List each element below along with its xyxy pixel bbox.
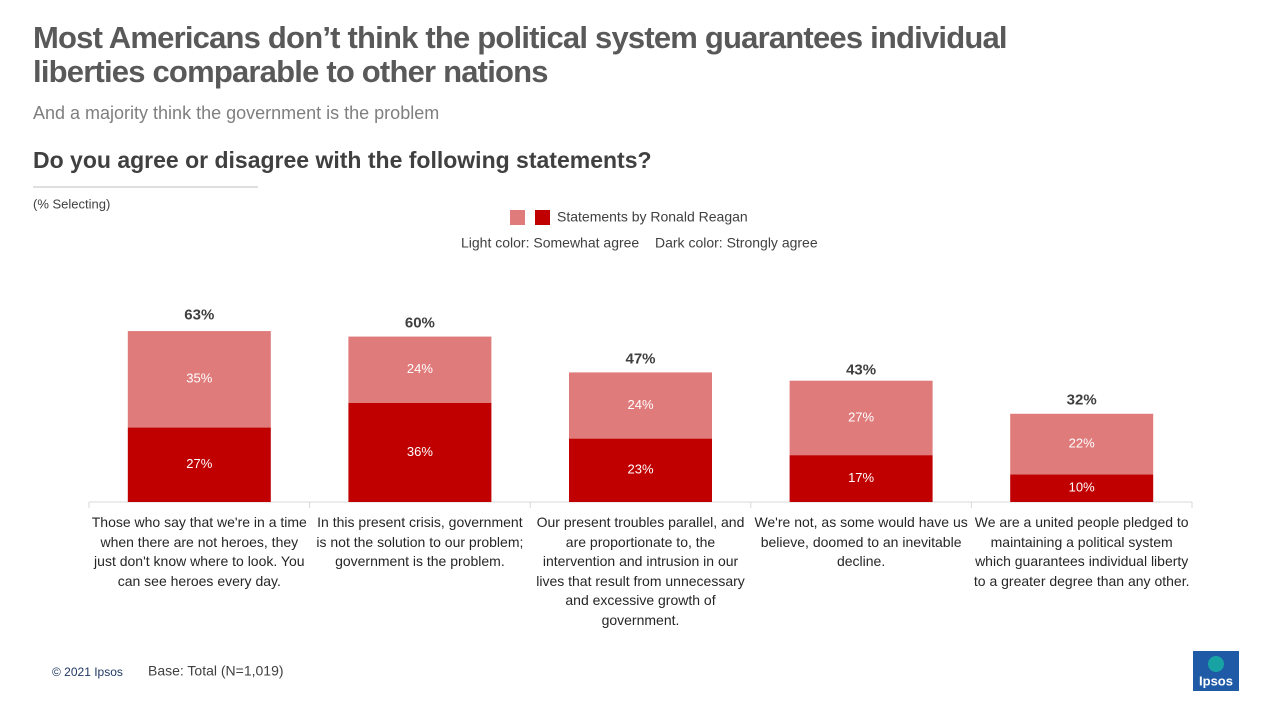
bar-segment bbox=[127, 331, 271, 428]
total-label: 60% bbox=[405, 315, 435, 332]
value-label: 17% bbox=[848, 470, 874, 485]
bar-segment bbox=[348, 336, 492, 403]
bar-segment bbox=[348, 402, 492, 502]
copyright: © 2021 Ipsos bbox=[52, 665, 123, 679]
note: (% Selecting) bbox=[33, 196, 110, 211]
logo-dot bbox=[1208, 656, 1224, 672]
bar-segment bbox=[789, 380, 933, 456]
category-label: Our present troubles parallel, and are p… bbox=[536, 514, 745, 628]
legend-swatch bbox=[510, 210, 525, 225]
question: Do you agree or disagree with the follow… bbox=[33, 147, 652, 173]
legend-title: Statements by Ronald Reagan bbox=[557, 209, 748, 225]
value-label: 23% bbox=[627, 462, 653, 477]
total-label: 47% bbox=[625, 350, 655, 367]
legend-note: Dark color: Strongly agree bbox=[655, 235, 818, 251]
value-label: 27% bbox=[848, 409, 874, 424]
category-label: Those who say that we're in a time when … bbox=[91, 514, 307, 589]
logo: Ipsos bbox=[1199, 673, 1233, 688]
total-label: 43% bbox=[846, 361, 876, 378]
title: Most Americans don’t think the political… bbox=[33, 20, 1007, 89]
bar-segment bbox=[789, 455, 933, 502]
bar-segment bbox=[1010, 413, 1154, 475]
bar-segment bbox=[569, 438, 712, 502]
category-label: In this present crisis, government is no… bbox=[316, 514, 524, 569]
legend-note: Light color: Somewhat agree bbox=[461, 235, 639, 251]
total-label: 63% bbox=[184, 306, 214, 323]
category-label: We're not, as some would have us believe… bbox=[754, 514, 968, 569]
value-label: 24% bbox=[407, 361, 433, 376]
bar-segment bbox=[569, 372, 712, 439]
value-label: 27% bbox=[186, 456, 212, 471]
value-label: 35% bbox=[186, 371, 212, 386]
bar-segment bbox=[1010, 474, 1154, 502]
base-note: Base: Total (N=1,019) bbox=[148, 663, 284, 679]
legend-swatch bbox=[535, 210, 550, 225]
value-label: 22% bbox=[1069, 436, 1095, 451]
total-label: 32% bbox=[1067, 392, 1097, 409]
value-label: 36% bbox=[407, 444, 433, 459]
category-label: We are a united people pledged to mainta… bbox=[973, 514, 1190, 589]
value-label: 24% bbox=[627, 397, 653, 412]
subtitle: And a majority think the government is t… bbox=[33, 103, 439, 123]
bar-segment bbox=[127, 427, 271, 502]
value-label: 10% bbox=[1069, 480, 1095, 495]
